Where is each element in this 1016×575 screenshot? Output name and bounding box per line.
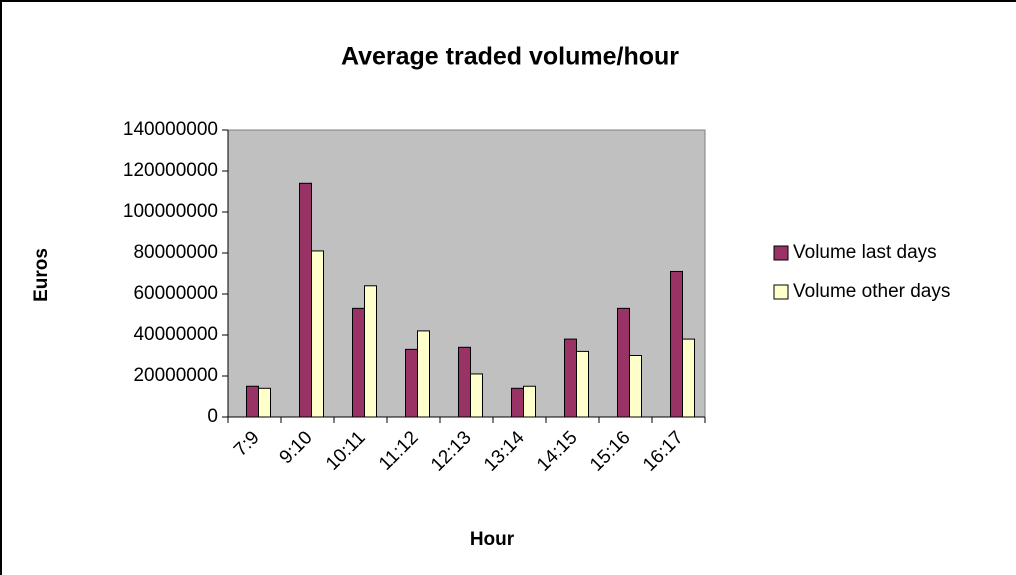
chart-title: Average traded volume/hour xyxy=(341,43,679,71)
bar xyxy=(470,373,483,418)
bar xyxy=(523,385,536,418)
y-tick-label: 20000000 xyxy=(133,365,218,386)
bar xyxy=(617,307,630,418)
y-tick-label: 60000000 xyxy=(133,283,218,304)
legend-swatch xyxy=(773,245,789,261)
bar xyxy=(364,285,377,418)
x-axis-title: Hour xyxy=(470,529,515,550)
bar xyxy=(299,182,312,418)
bar xyxy=(417,330,430,418)
bar xyxy=(564,338,577,418)
bar xyxy=(682,338,695,418)
y-axis-title: Euros xyxy=(31,248,52,302)
bar xyxy=(258,387,271,418)
bar xyxy=(405,348,418,418)
bar xyxy=(629,355,642,418)
y-tick-label: 100000000 xyxy=(123,201,218,222)
bar xyxy=(352,307,365,418)
legend-swatch xyxy=(773,284,789,300)
y-tick-label: 120000000 xyxy=(123,160,218,181)
y-tick-label: 40000000 xyxy=(133,324,218,345)
bar xyxy=(670,270,683,418)
bar xyxy=(311,250,324,418)
y-tick-label: 0 xyxy=(207,406,218,427)
y-tick-label: 140000000 xyxy=(123,119,218,140)
y-tick-label: 80000000 xyxy=(133,242,218,263)
legend-label: Volume other days xyxy=(793,281,950,302)
bar xyxy=(458,346,471,418)
legend-label: Volume last days xyxy=(793,242,937,263)
bar xyxy=(511,387,524,418)
bar xyxy=(246,385,259,418)
bar xyxy=(576,350,589,418)
